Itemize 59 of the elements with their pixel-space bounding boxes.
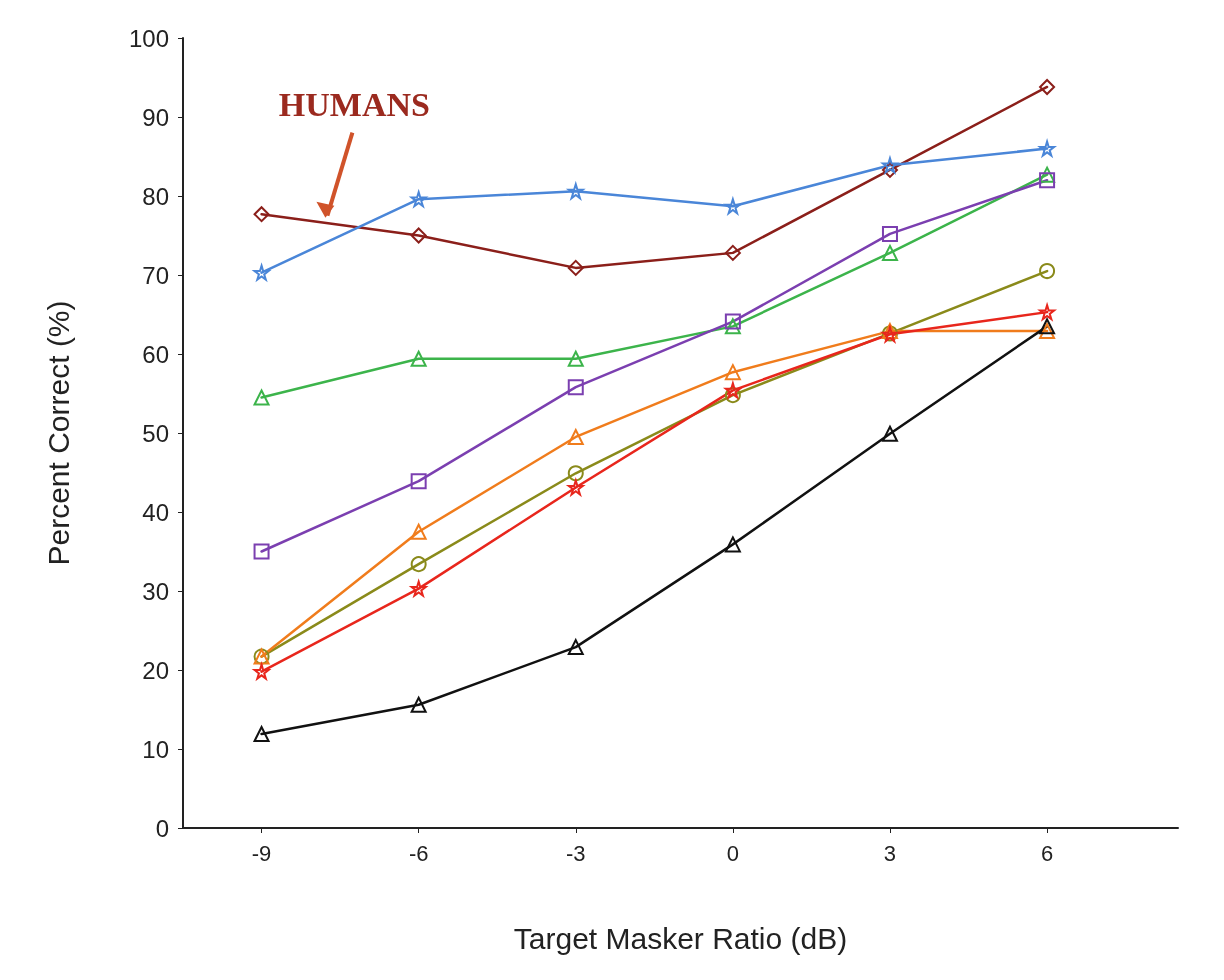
- point: [253, 725, 270, 742]
- point: [881, 157, 898, 174]
- point: [566, 477, 586, 498]
- point: [724, 198, 741, 215]
- y-tick-label: 20: [142, 656, 169, 684]
- y-tick-label: 40: [142, 498, 169, 526]
- point: [881, 225, 898, 242]
- point: [567, 465, 584, 482]
- point: [724, 536, 741, 553]
- x-tick-label: 0: [726, 840, 739, 866]
- y-tick-label: 50: [142, 419, 169, 447]
- annotation: HUMANS: [278, 86, 430, 124]
- point: [724, 364, 741, 381]
- point: [1039, 304, 1056, 321]
- point: [567, 379, 584, 396]
- y-tick-label: 70: [142, 261, 169, 289]
- point: [567, 350, 584, 367]
- point: [1039, 78, 1056, 95]
- point: [253, 389, 270, 406]
- point: [724, 382, 741, 399]
- point: [881, 161, 898, 178]
- point: [567, 183, 584, 200]
- point: [567, 428, 584, 445]
- y-tick-label: 80: [142, 182, 169, 210]
- y-tick-label: 30: [142, 577, 169, 605]
- point: [410, 473, 427, 490]
- point: [410, 556, 427, 573]
- point: [724, 244, 741, 261]
- point: [1039, 166, 1056, 183]
- point: [253, 206, 270, 223]
- x-tick-label: -3: [565, 840, 586, 866]
- point: [1039, 263, 1056, 280]
- x-tick-label: -9: [251, 840, 272, 866]
- point: [881, 244, 898, 261]
- point: [410, 696, 427, 713]
- x-tick-label: -6: [408, 840, 429, 866]
- point: [410, 523, 427, 540]
- point: [410, 191, 427, 208]
- point: [410, 227, 427, 244]
- point: [253, 543, 270, 560]
- y-tick-label: 90: [142, 103, 169, 131]
- point: [881, 425, 898, 442]
- x-axis-title: Target Masker Ratio (dB): [513, 921, 848, 955]
- point: [724, 318, 741, 335]
- y-tick-label: 10: [142, 735, 169, 763]
- point: [1039, 318, 1056, 335]
- y-tick-label: 60: [142, 340, 169, 368]
- point: [724, 387, 741, 404]
- y-tick-label: 0: [155, 814, 169, 842]
- y-tick-label: 100: [128, 24, 169, 52]
- point: [1039, 323, 1056, 340]
- x-tick-label: 3: [883, 840, 897, 866]
- point: [567, 639, 584, 656]
- x-tick-label: 6: [1040, 840, 1054, 866]
- point: [1039, 172, 1056, 189]
- y-axis-title: Percent Correct (%): [41, 300, 75, 566]
- point: [567, 259, 584, 276]
- point: [410, 350, 427, 367]
- point: [724, 313, 741, 330]
